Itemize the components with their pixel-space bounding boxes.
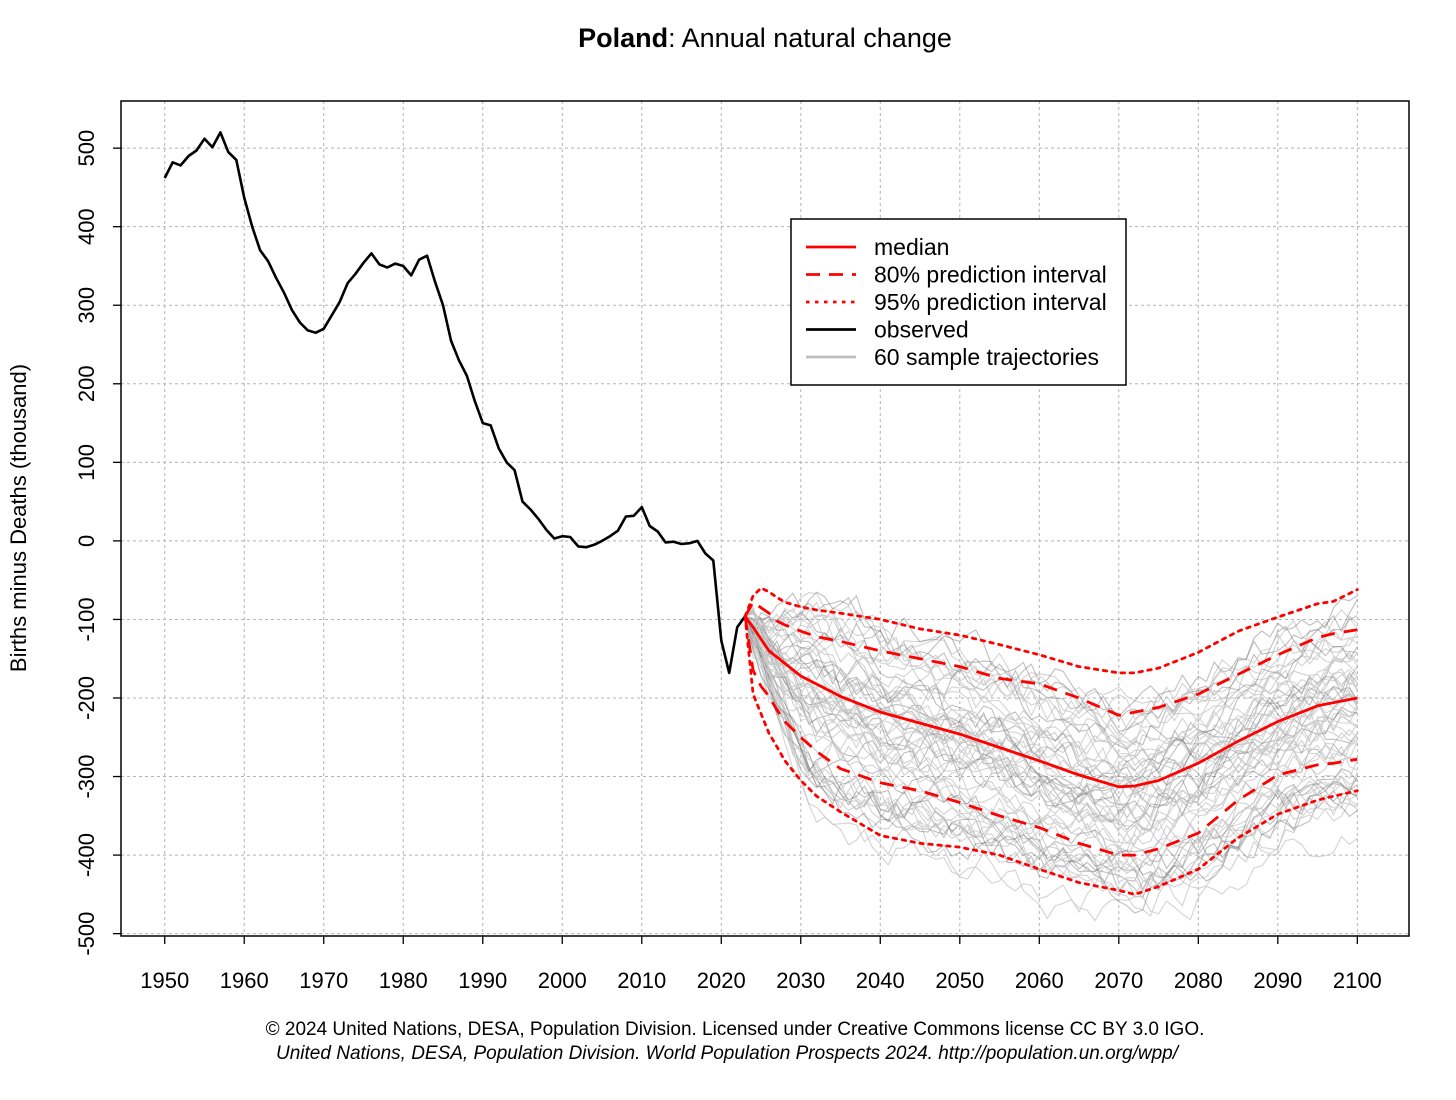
sample-trajectory bbox=[744, 608, 1358, 735]
sample-trajectory bbox=[744, 615, 1358, 790]
sample-trajectory bbox=[744, 613, 1358, 757]
legend-label: 80% prediction interval bbox=[874, 262, 1107, 288]
y-tick-label: 0 bbox=[74, 535, 99, 547]
x-tick-label: 2020 bbox=[697, 968, 746, 993]
sample-trajectory bbox=[744, 615, 1358, 823]
sample-trajectory bbox=[744, 616, 1358, 832]
sample-trajectory bbox=[744, 616, 1358, 853]
y-axis-label: Births minus Deaths (thousand) bbox=[6, 364, 31, 672]
x-tick-label: 2010 bbox=[617, 968, 666, 993]
chart-title-bold: Poland bbox=[578, 23, 668, 53]
x-tick-label: 2100 bbox=[1333, 968, 1382, 993]
y-tick-label: 100 bbox=[74, 444, 99, 481]
sample-trajectory bbox=[744, 612, 1358, 733]
sample-trajectory bbox=[744, 616, 1358, 832]
x-tick-label: 2000 bbox=[538, 968, 587, 993]
series-lines bbox=[163, 131, 1359, 896]
x-tick-label: 1980 bbox=[379, 968, 428, 993]
x-tick-label: 1970 bbox=[299, 968, 348, 993]
chart-title: Poland: Annual natural change bbox=[578, 23, 952, 53]
sample-trajectory bbox=[744, 616, 1358, 781]
y-tick-label: 400 bbox=[74, 208, 99, 245]
sample-trajectory bbox=[744, 616, 1358, 796]
y-tick-label: -400 bbox=[74, 833, 99, 877]
sample-trajectory bbox=[744, 616, 1358, 790]
x-axis: 1950 1960 1970 1980 1990 2000 2010 2020 2030 2040… bbox=[140, 936, 1382, 993]
sample-trajectory bbox=[744, 615, 1358, 827]
sample-trajectory bbox=[744, 601, 1358, 729]
sample-trajectory bbox=[744, 615, 1358, 879]
x-tick-label: 2080 bbox=[1174, 968, 1223, 993]
sample-trajectory bbox=[744, 611, 1358, 755]
sample-trajectory bbox=[744, 616, 1358, 852]
series-line-1 bbox=[743, 600, 1358, 717]
y-axis: -500 -400 -300 -200 -100 0 100 200 300 400 500 bbox=[74, 130, 121, 956]
sample-trajectory bbox=[744, 616, 1358, 898]
y-tick-label: 500 bbox=[74, 130, 99, 167]
sample-trajectory bbox=[744, 616, 1358, 802]
grid bbox=[121, 101, 1409, 936]
chart-title-rest: : Annual natural change bbox=[668, 23, 952, 53]
footer-copyright: © 2024 United Nations, DESA, Population … bbox=[266, 1019, 1205, 1040]
sample-trajectory bbox=[744, 616, 1358, 800]
sample-trajectories bbox=[744, 591, 1358, 922]
sample-trajectory bbox=[744, 616, 1358, 918]
sample-trajectory bbox=[744, 611, 1358, 750]
legend-label: 95% prediction interval bbox=[874, 289, 1107, 315]
x-tick-label: 1960 bbox=[220, 968, 269, 993]
sample-trajectory bbox=[744, 616, 1358, 922]
sample-trajectory bbox=[744, 616, 1358, 823]
sample-trajectory bbox=[744, 613, 1358, 792]
sample-trajectory bbox=[744, 616, 1358, 818]
legend-label: 60 sample trajectories bbox=[874, 344, 1099, 370]
y-tick-label: 300 bbox=[74, 287, 99, 324]
sample-trajectory bbox=[744, 616, 1358, 893]
sample-trajectory bbox=[744, 616, 1358, 831]
x-tick-label: 2030 bbox=[776, 968, 825, 993]
sample-trajectory bbox=[744, 592, 1358, 704]
x-tick-label: 2090 bbox=[1253, 968, 1302, 993]
legend-label: median bbox=[874, 234, 949, 260]
legend-label: observed bbox=[874, 317, 969, 343]
x-tick-label: 1950 bbox=[140, 968, 189, 993]
plot-frame bbox=[120, 100, 1410, 937]
sample-trajectory bbox=[744, 616, 1358, 886]
y-tick-label: -300 bbox=[74, 755, 99, 799]
y-tick-label: 200 bbox=[74, 365, 99, 402]
sample-trajectory bbox=[744, 615, 1358, 824]
sample-trajectory bbox=[744, 608, 1358, 747]
observed-line bbox=[163, 131, 747, 675]
y-tick-label: -200 bbox=[74, 676, 99, 720]
x-tick-label: 2050 bbox=[935, 968, 984, 993]
sample-trajectory bbox=[744, 616, 1358, 845]
x-tick-label: 2060 bbox=[1015, 968, 1064, 993]
sample-trajectory bbox=[744, 616, 1358, 836]
sample-trajectory bbox=[744, 616, 1358, 898]
series-line-2 bbox=[743, 616, 1358, 857]
y-tick-label: -500 bbox=[74, 912, 99, 956]
y-tick-label: -100 bbox=[74, 597, 99, 641]
footer-citation: United Nations, DESA, Population Divisio… bbox=[276, 1043, 1180, 1064]
sample-trajectory bbox=[744, 591, 1358, 718]
x-tick-label: 2070 bbox=[1094, 968, 1143, 993]
x-tick-label: 2040 bbox=[856, 968, 905, 993]
sample-trajectory bbox=[744, 592, 1358, 721]
sample-trajectory bbox=[744, 616, 1358, 865]
x-tick-label: 1990 bbox=[458, 968, 507, 993]
series-line-0 bbox=[743, 615, 1358, 789]
sample-trajectory bbox=[744, 615, 1358, 875]
sample-trajectory bbox=[744, 606, 1358, 776]
sample-trajectory bbox=[744, 616, 1358, 782]
